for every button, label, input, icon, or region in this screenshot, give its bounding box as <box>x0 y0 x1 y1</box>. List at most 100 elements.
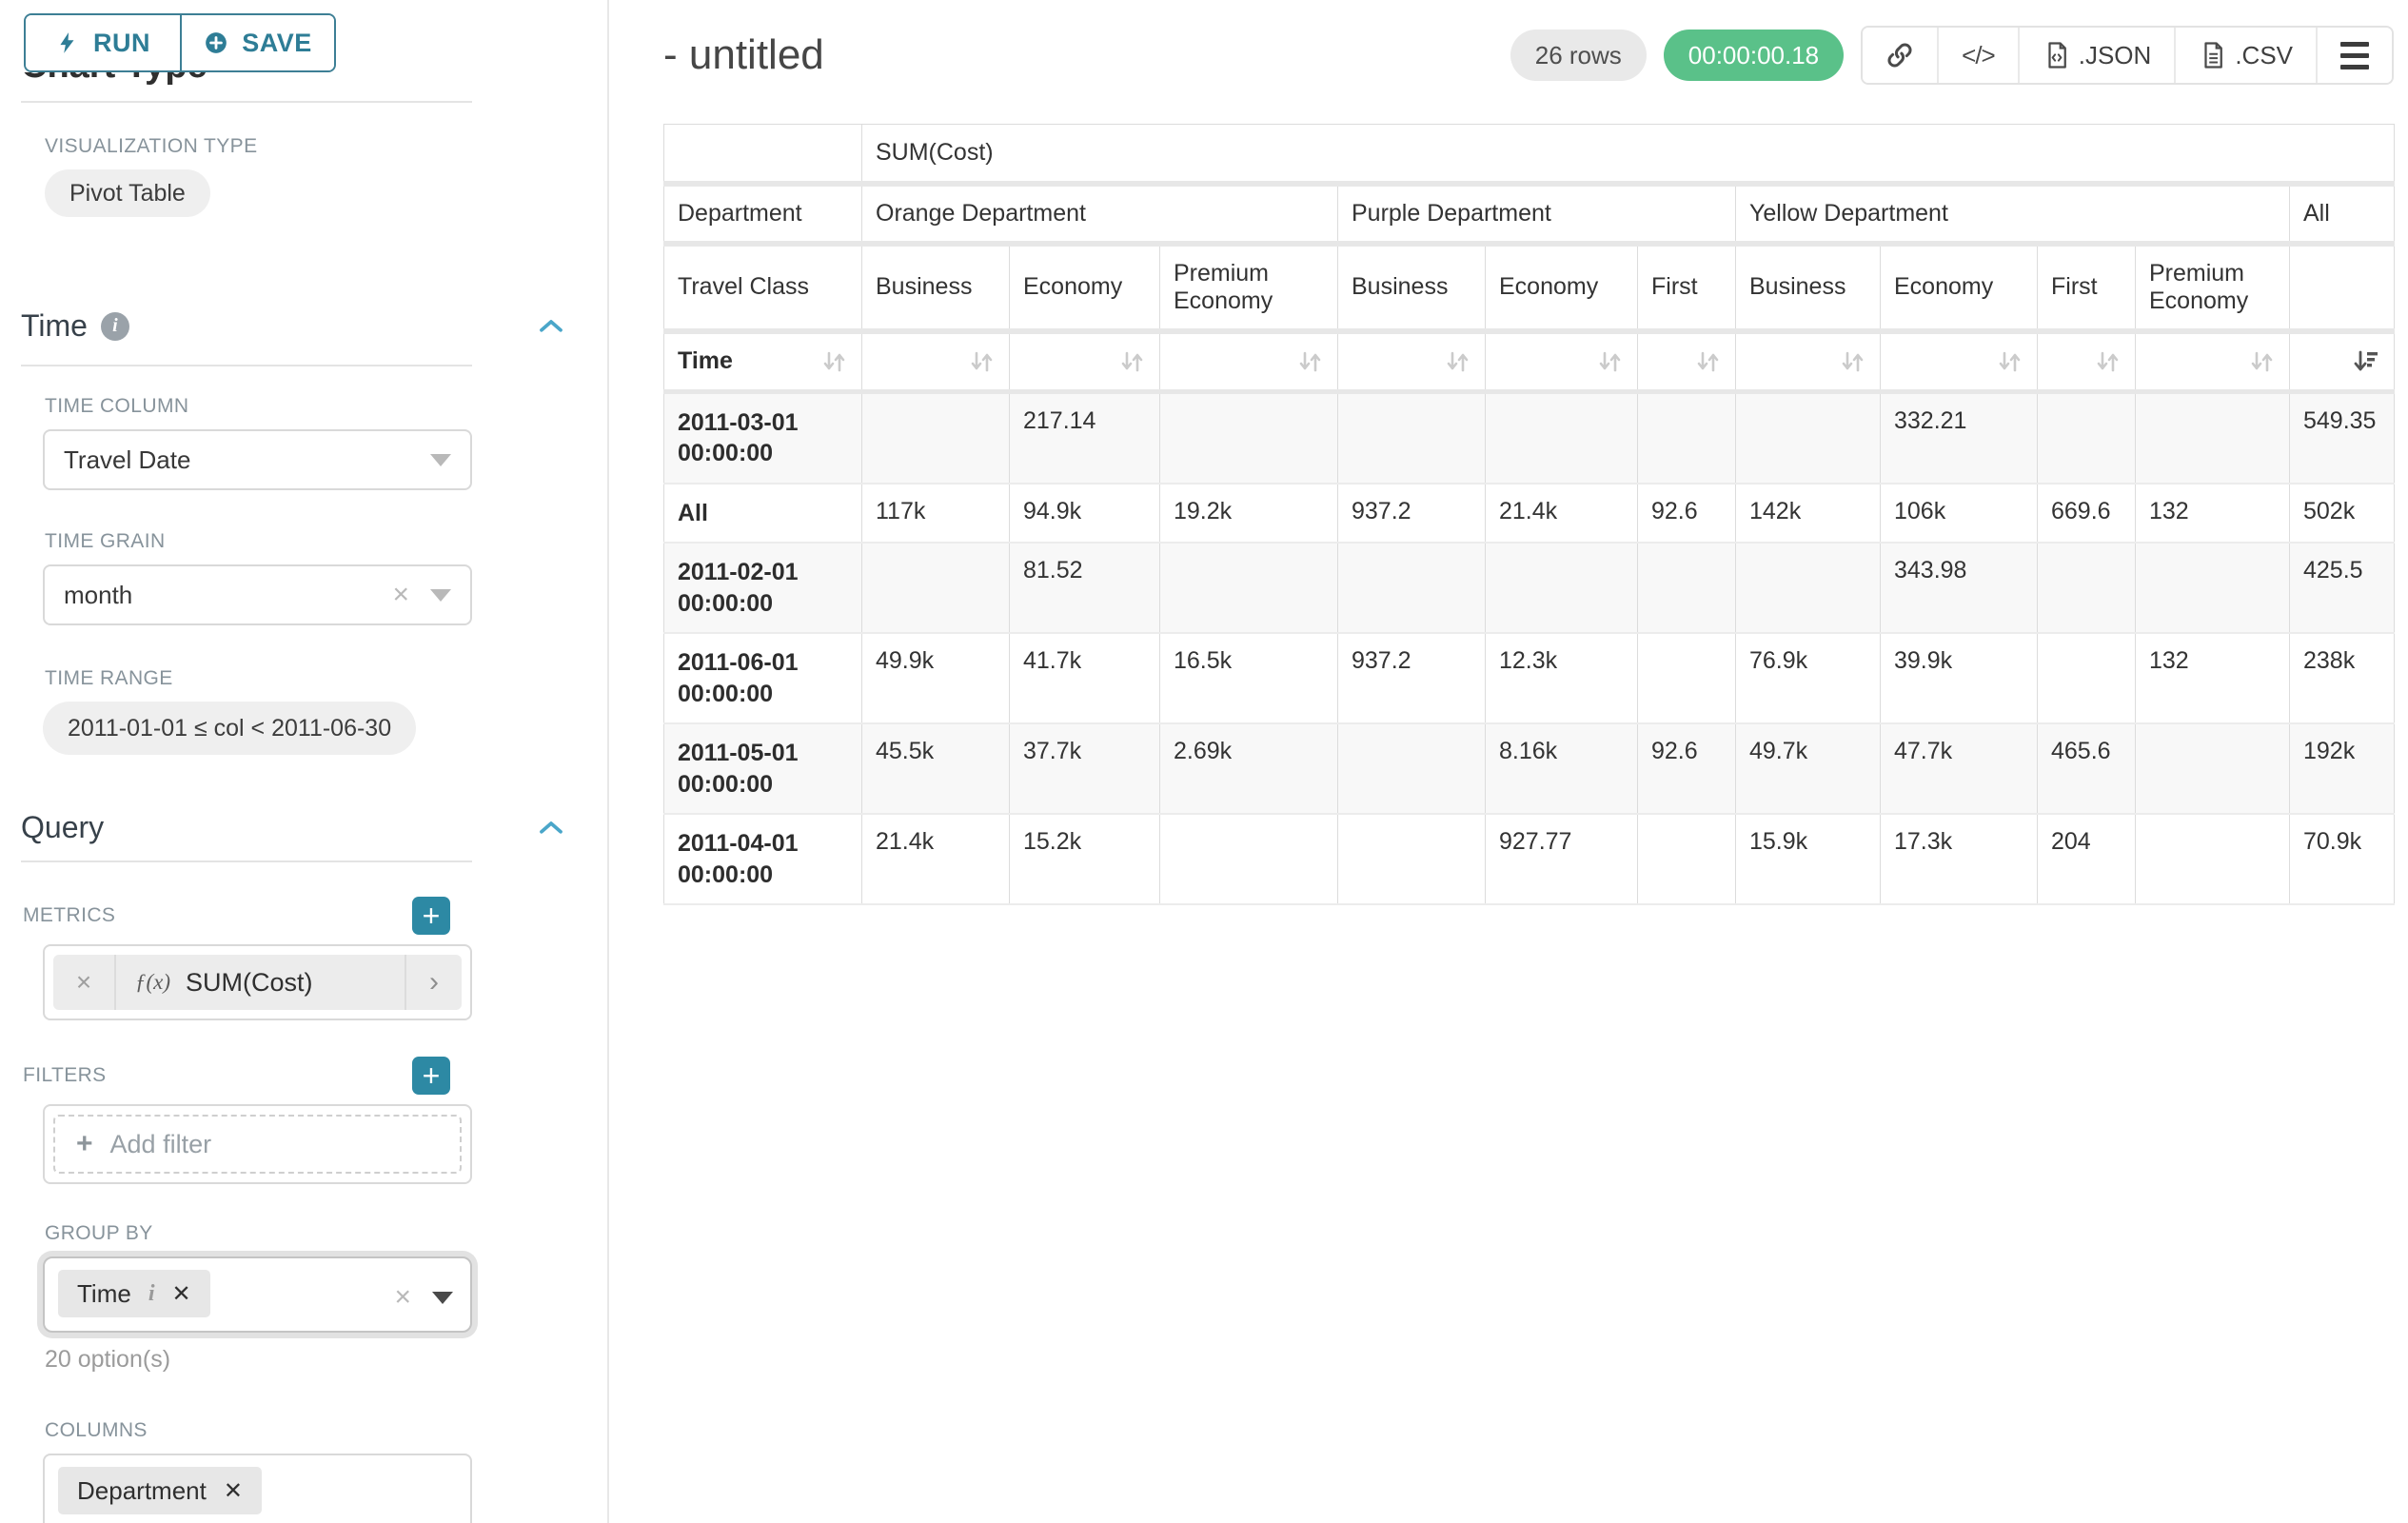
pivot-value-cell: 16.5k <box>1159 633 1338 724</box>
sort-arrows-icon <box>2247 347 2276 376</box>
time-range-pill[interactable]: 2011-01-01 ≤ col < 2011-06-30 <box>43 702 417 755</box>
plus-icon: + <box>76 1128 93 1159</box>
chart-title[interactable]: - untitled <box>663 31 824 78</box>
pivot-value-cell: 117k <box>861 483 1010 544</box>
export-json-button[interactable]: .JSON <box>2017 28 2175 83</box>
pivot-value-cell: 238k <box>2288 633 2396 724</box>
pivot-value-cell <box>2037 391 2136 485</box>
x-icon[interactable]: × <box>394 1281 411 1313</box>
pivot-value-cell: 47.7k <box>1880 723 2038 815</box>
remove-metric-icon[interactable]: × <box>53 955 116 1010</box>
pivot-value-cell: 21.4k <box>861 814 1010 905</box>
query-section-header[interactable]: Query <box>21 810 565 845</box>
group-by-tag[interactable]: Time i ✕ <box>58 1270 210 1317</box>
sort-arrows-icon <box>1838 347 1866 376</box>
sort-header-cell[interactable] <box>1735 330 1881 394</box>
filters-label: FILTERS <box>23 1064 107 1086</box>
sort-arrows-icon <box>1117 347 1146 376</box>
pivot-value-cell: 15.9k <box>1735 814 1881 905</box>
add-filter-button[interactable]: + <box>412 1057 450 1095</box>
chevron-up-icon[interactable] <box>537 814 565 842</box>
travel-class-header: Business <box>1735 243 1881 334</box>
pivot-value-cell: 549.35 <box>2288 391 2396 485</box>
sort-arrows-icon <box>1595 347 1624 376</box>
pivot-value-cell: 937.2 <box>1337 633 1486 724</box>
pivot-value-cell <box>2037 543 2136 634</box>
table-row: 2011-02-01 00:00:00 81.52 343.98 425.5 <box>663 543 2396 634</box>
sort-arrows-icon <box>967 347 996 376</box>
sort-header-time[interactable]: Time <box>663 330 862 394</box>
sort-header-cell[interactable] <box>1637 330 1736 394</box>
add-filter-dropzone[interactable]: + Add filter <box>53 1115 462 1174</box>
pivot-value-cell <box>861 391 1010 485</box>
time-section-header[interactable]: Time i <box>21 308 565 344</box>
add-metric-button[interactable]: + <box>412 897 450 935</box>
pivot-value-cell: 204 <box>2037 814 2136 905</box>
x-icon[interactable]: ✕ <box>171 1280 191 1307</box>
save-button[interactable]: SAVE <box>180 15 334 70</box>
metric-header: SUM(Cost) <box>860 124 2396 187</box>
sort-header-cell[interactable] <box>1159 330 1338 394</box>
sort-header-cell[interactable] <box>861 330 1010 394</box>
time-grain-label: TIME GRAIN <box>45 530 166 552</box>
time-axis-label: Time <box>678 347 733 374</box>
row-count-badge: 26 rows <box>1510 30 1647 81</box>
pivot-value-cell: 41.7k <box>1009 633 1160 724</box>
group-by-select[interactable]: Time i ✕ × <box>43 1256 472 1333</box>
pivot-value-cell <box>1485 543 1638 634</box>
section-divider <box>21 365 472 366</box>
row-label: 2011-05-01 00:00:00 <box>663 723 862 815</box>
table-row: 2011-05-01 00:00:00 45.5k 37.7k 2.69k 8.16k 9… <box>663 723 2396 815</box>
pivot-value-cell: 343.98 <box>1880 543 2038 634</box>
chevron-up-icon[interactable] <box>537 312 565 341</box>
visualization-type-pill[interactable]: Pivot Table <box>45 169 210 217</box>
time-column-select[interactable]: Travel Date <box>43 429 472 490</box>
sort-row: Time <box>663 330 2396 394</box>
sort-header-all[interactable] <box>2288 330 2396 394</box>
pivot-value-cell <box>1337 391 1486 485</box>
sort-header-cell[interactable] <box>2037 330 2136 394</box>
columns-tag[interactable]: Department ✕ <box>58 1467 262 1514</box>
pivot-value-cell: 45.5k <box>861 723 1010 815</box>
sort-arrows-icon <box>1995 347 2023 376</box>
pivot-value-cell <box>1637 633 1736 724</box>
pivot-value-cell <box>1337 543 1486 634</box>
function-icon: ƒ(x) <box>135 970 171 994</box>
sort-header-cell[interactable] <box>1337 330 1486 394</box>
x-icon[interactable]: ✕ <box>223 1477 243 1504</box>
time-grain-value: month <box>64 580 133 609</box>
sort-header-cell[interactable] <box>2135 330 2290 394</box>
sort-header-cell[interactable] <box>1009 330 1160 394</box>
travel-class-header: Economy <box>1485 243 1638 334</box>
plus-circle-icon <box>204 30 228 55</box>
table-row: 2011-03-01 00:00:00 217.14 332.21 549.35 <box>663 391 2396 485</box>
row-label: All <box>663 483 862 544</box>
department-group-header: All <box>2288 183 2396 247</box>
visualization-type-label: VISUALIZATION TYPE <box>45 135 258 157</box>
pivot-value-cell <box>1735 391 1881 485</box>
travel-class-header: Economy <box>1009 243 1160 334</box>
sort-header-cell[interactable] <box>1485 330 1638 394</box>
metric-pill[interactable]: × ƒ(x) SUM(Cost) › <box>53 955 462 1010</box>
query-section-title: Query <box>21 810 105 844</box>
pivot-value-cell: 2.69k <box>1159 723 1338 815</box>
pivot-value-cell <box>1485 391 1638 485</box>
pivot-value-cell: 927.77 <box>1485 814 1638 905</box>
export-csv-button[interactable]: .CSV <box>2174 28 2316 83</box>
pivot-value-cell <box>2135 391 2290 485</box>
run-button[interactable]: RUN <box>26 15 180 70</box>
sort-header-cell[interactable] <box>1880 330 2038 394</box>
time-grain-select[interactable]: month × <box>43 564 472 625</box>
pivot-value-cell <box>2037 633 2136 724</box>
chart-menu-button[interactable] <box>2316 28 2392 83</box>
pivot-value-cell: 21.4k <box>1485 483 1638 544</box>
share-link-button[interactable] <box>1863 28 1938 83</box>
columns-select[interactable]: Department ✕ Travel Class ✕ × <box>43 1454 472 1523</box>
chevron-right-icon[interactable]: › <box>405 955 462 1010</box>
embed-code-button[interactable]: </> <box>1937 28 2018 83</box>
x-icon[interactable]: × <box>392 579 409 610</box>
file-csv-icon <box>2199 41 2227 69</box>
x-icon[interactable]: × <box>394 1520 411 1523</box>
code-icon: </> <box>1962 40 1996 69</box>
pivot-value-cell: 332.21 <box>1880 391 2038 485</box>
